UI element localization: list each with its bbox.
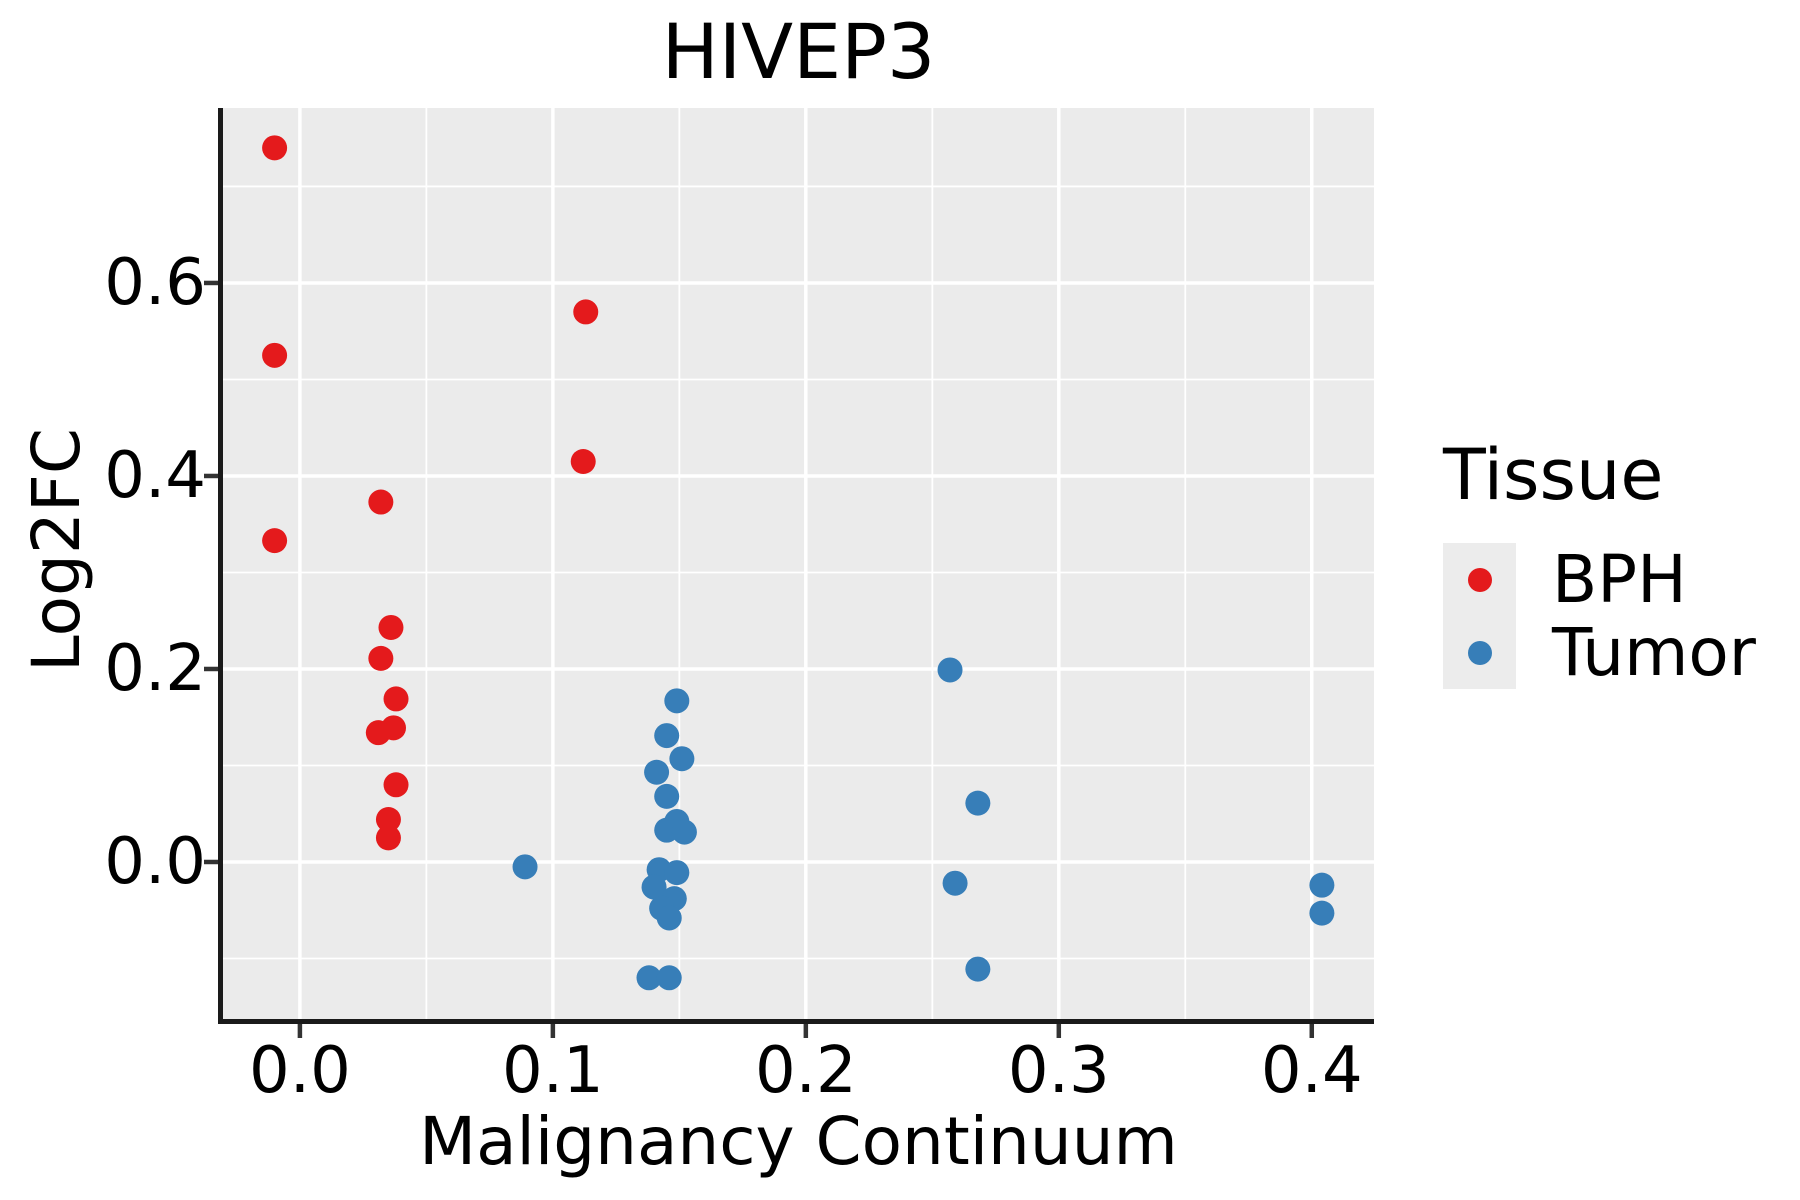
panel-background <box>223 108 1374 1019</box>
legend-title: Tissue <box>1443 434 1664 516</box>
series-tumor <box>512 657 1335 991</box>
data-point <box>262 342 288 368</box>
data-point <box>937 657 963 683</box>
tumor-dot-icon <box>1467 640 1492 665</box>
data-point <box>262 528 288 554</box>
chart-title: HIVEP3 <box>661 7 936 96</box>
legend-key-tumor <box>1443 616 1516 689</box>
bph-dot-icon <box>1467 567 1492 592</box>
legend: Tissue BPH Tumor <box>1443 440 1756 689</box>
data-point <box>965 956 991 982</box>
legend-entry-bph: BPH <box>1443 543 1756 616</box>
data-point <box>512 854 538 880</box>
x-axis-title: Malignancy Continuum <box>419 1103 1178 1180</box>
data-point <box>669 746 695 772</box>
data-point <box>664 860 690 886</box>
data-point <box>654 723 680 749</box>
legend-label-bph: BPH <box>1552 540 1687 618</box>
legend-key-bph <box>1443 543 1516 616</box>
data-point <box>671 819 697 845</box>
y-tick-label: 0.4 <box>104 438 206 513</box>
data-point <box>383 686 409 712</box>
points-layer <box>262 135 1335 991</box>
data-point <box>644 759 670 785</box>
x-tick-label: 0.0 <box>249 1034 351 1108</box>
data-point <box>375 825 401 851</box>
data-point <box>378 614 404 640</box>
data-point <box>368 645 394 671</box>
y-tick-label: 0.2 <box>104 631 206 706</box>
data-point <box>365 720 391 746</box>
y-tick-label: 0.6 <box>104 245 206 320</box>
data-point <box>262 135 288 161</box>
data-point <box>942 870 968 896</box>
x-tick-label: 0.4 <box>1260 1034 1363 1108</box>
x-tick-label: 0.1 <box>501 1034 604 1108</box>
data-point <box>375 807 401 833</box>
data-point <box>654 783 680 809</box>
data-point <box>383 772 409 798</box>
data-point <box>1309 900 1335 926</box>
data-point <box>656 905 682 931</box>
data-point <box>641 874 667 900</box>
data-point <box>1309 872 1335 898</box>
data-point <box>368 489 394 515</box>
legend-label-tumor: Tumor <box>1552 613 1756 691</box>
y-tick-label: 0.0 <box>104 824 206 899</box>
x-tick-label: 0.2 <box>754 1034 857 1108</box>
legend-entry-tumor: Tumor <box>1443 616 1756 689</box>
data-point <box>656 965 682 991</box>
x-tick-label: 0.3 <box>1007 1034 1110 1108</box>
data-point <box>965 790 991 816</box>
series-bph <box>262 135 599 851</box>
data-point <box>636 965 662 991</box>
y-axis-title: Log2FC <box>18 428 95 672</box>
data-point <box>664 688 690 714</box>
data-point <box>570 448 596 474</box>
data-point <box>573 299 599 325</box>
